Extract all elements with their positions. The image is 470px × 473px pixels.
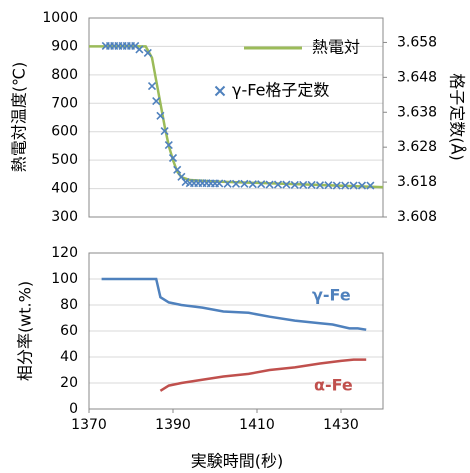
- x-tick-label: 1370: [71, 417, 107, 433]
- marker: [147, 82, 157, 91]
- y-tick-label: 80: [60, 297, 78, 313]
- y-tick-label: 1000: [42, 10, 78, 26]
- marker: [299, 180, 308, 189]
- y-tick-label: 0: [69, 401, 78, 417]
- marker: [366, 181, 375, 190]
- marker: [240, 179, 249, 188]
- marker: [290, 180, 299, 189]
- marker: [307, 180, 316, 189]
- marker: [257, 180, 266, 189]
- line: [89, 45, 384, 189]
- series-label: γ-Fe: [312, 286, 351, 305]
- legend-label: 熱電対: [312, 38, 360, 57]
- y2-tick-label: 3.608: [397, 209, 437, 225]
- marker: [168, 153, 178, 163]
- marker: [152, 97, 161, 106]
- y-axis-label: 熱電対温度(℃): [10, 62, 29, 172]
- x-axis-label: 実験時間(秒): [191, 452, 284, 471]
- y-tick-label: 100: [51, 271, 78, 287]
- marker: [273, 180, 283, 189]
- marker: [231, 179, 241, 188]
- legend-label: γ-Fe格子定数: [232, 81, 329, 100]
- y-tick-label: 700: [51, 95, 78, 111]
- series-label: α-Fe: [314, 376, 353, 395]
- marker: [223, 179, 232, 188]
- line: [101, 277, 367, 331]
- y2-tick-label: 3.628: [397, 139, 437, 155]
- y-tick-label: 400: [51, 181, 78, 197]
- x-tick-label: 1410: [239, 417, 275, 433]
- x-tick-label: 1430: [323, 417, 359, 433]
- y2-tick-label: 3.618: [397, 174, 437, 190]
- marker: [143, 48, 152, 57]
- marker: [332, 181, 341, 190]
- line: [159, 358, 367, 392]
- marker: [215, 179, 224, 188]
- marker: [248, 180, 257, 189]
- marker: [156, 111, 165, 120]
- marker: [349, 181, 358, 190]
- marker: [341, 181, 350, 190]
- marker: [173, 165, 182, 174]
- y-axis-label: 相分率(wt.%): [16, 281, 35, 381]
- plot-frame: [88, 17, 384, 218]
- y-tick-label: 800: [51, 67, 78, 83]
- y2-tick-label: 3.648: [397, 69, 437, 85]
- x-tick-label: 1390: [155, 417, 191, 433]
- marker: [357, 181, 367, 190]
- y2-tick-label: 3.658: [397, 34, 437, 50]
- plot-frame: [88, 252, 384, 410]
- y-tick-label: 300: [51, 209, 78, 225]
- y-tick-label: 600: [51, 124, 78, 140]
- y2-tick-label: 3.638: [397, 104, 437, 120]
- y-tick-label: 900: [51, 38, 78, 54]
- y-tick-label: 500: [51, 152, 78, 168]
- marker: [164, 141, 173, 150]
- marker: [135, 45, 144, 54]
- marker: [282, 180, 291, 189]
- y-tick-label: 120: [51, 245, 78, 261]
- marker: [160, 127, 169, 136]
- marker: [265, 180, 274, 189]
- y-tick-label: 60: [60, 323, 78, 339]
- y-tick-label: 40: [60, 349, 78, 365]
- y-tick-label: 20: [60, 375, 78, 391]
- legend-marker: [214, 85, 226, 97]
- marker: [315, 181, 325, 190]
- y2-axis-label: 格子定数(Å): [448, 73, 467, 160]
- marker: [324, 181, 333, 190]
